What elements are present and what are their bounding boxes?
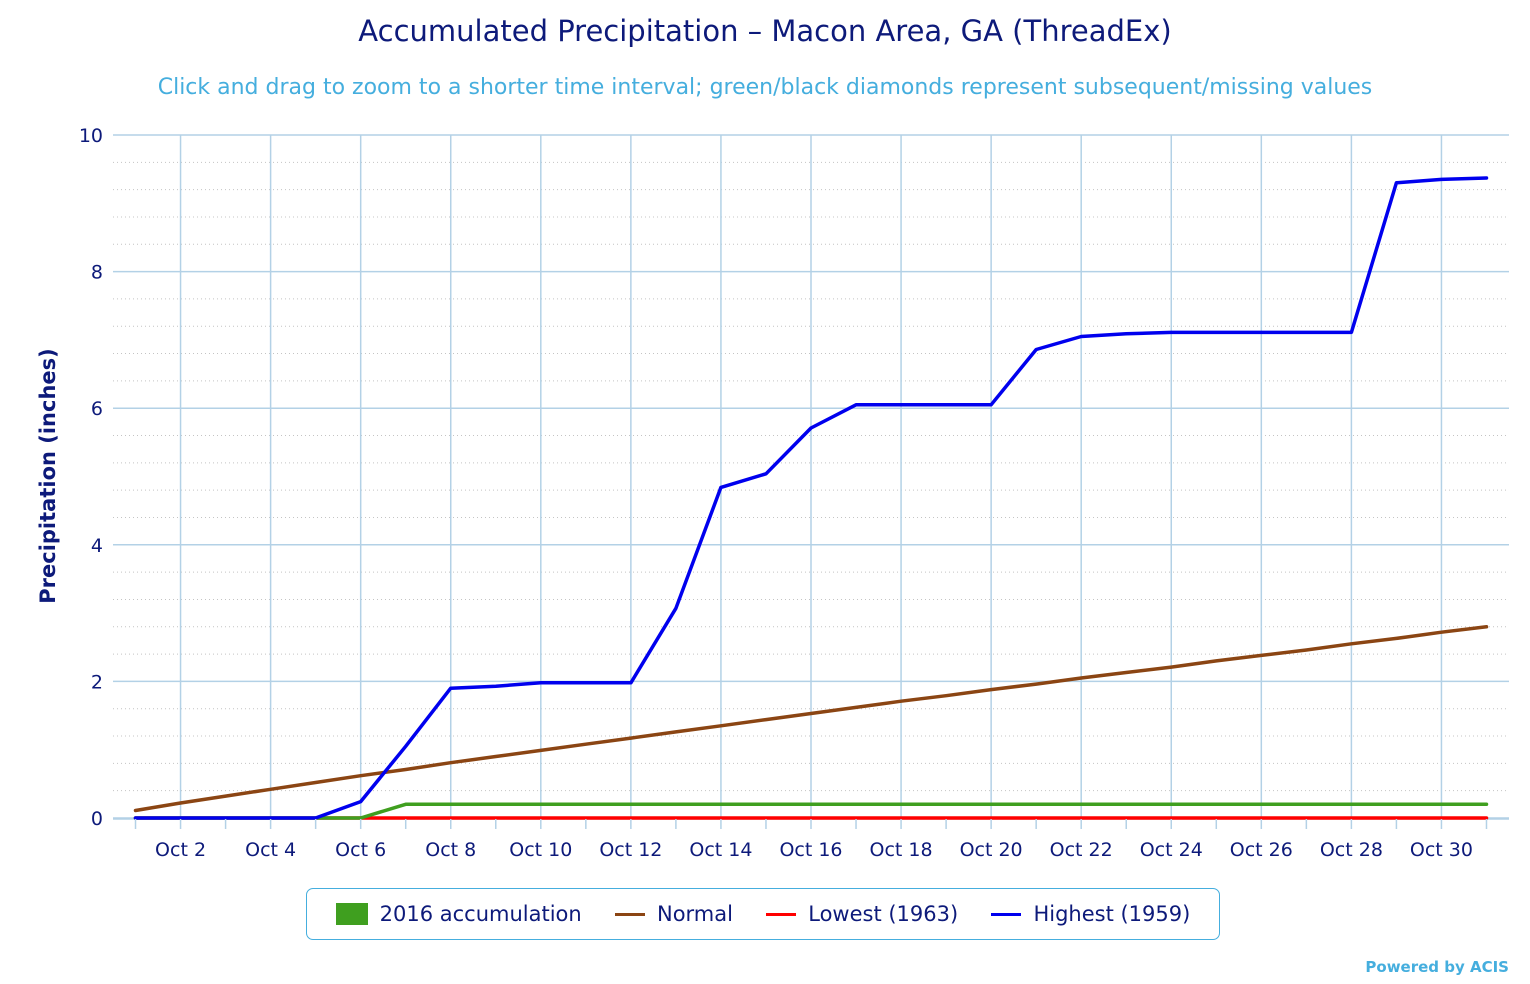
- legend-symbol: [335, 903, 368, 925]
- x-tick-label: Oct 26: [1230, 839, 1293, 861]
- x-tick-label: Oct 10: [509, 839, 572, 861]
- y-tick-label: 10: [79, 125, 103, 147]
- y-tick-label: 0: [91, 808, 103, 830]
- x-tick-label: Oct 18: [870, 839, 933, 861]
- legend-label: Normal: [656, 902, 733, 926]
- x-tick-label: Oct 28: [1320, 839, 1383, 861]
- legend-label: 2016 accumulation: [379, 902, 582, 926]
- legend: 2016 accumulation Normal Lowest (1963) High…: [306, 888, 1220, 940]
- series-line-normal[interactable]: [133, 625, 1489, 813]
- legend-item-lowest-1963[interactable]: Lowest (1963): [766, 902, 958, 926]
- legend-item-highest-1959[interactable]: Highest (1959): [991, 902, 1190, 926]
- x-tick-label: Oct 8: [425, 839, 476, 861]
- y-axis: 0 2 4 6 8 10: [79, 125, 103, 830]
- chart-subtitle: Click and drag to zoom to a shorter time…: [157, 75, 1373, 100]
- y-tick-label: 4: [91, 535, 103, 557]
- credit-link[interactable]: Powered by ACIS: [1365, 958, 1509, 976]
- series-line-2016-accumulation[interactable]: [133, 802, 1489, 820]
- y-tick-label: 6: [91, 398, 103, 420]
- y-tick-label: 8: [91, 262, 103, 284]
- x-tick-label: Oct 20: [960, 839, 1023, 861]
- x-axis: Oct 2 Oct 4 Oct 6 Oct 8 Oct 10 Oct 12 Oct 14 Oc…: [134, 819, 1488, 861]
- y-tick-label: 2: [91, 671, 103, 693]
- x-tick-label: Oct 22: [1050, 839, 1113, 861]
- grid-lines: [113, 134, 1509, 820]
- legend-symbol: [991, 912, 1022, 916]
- y-axis-title: Precipitation (inches): [36, 348, 60, 604]
- legend-label: Highest (1959): [1033, 902, 1191, 926]
- x-tick-label: Oct 14: [689, 839, 752, 861]
- legend-symbol: [614, 912, 645, 916]
- legend-label: Lowest (1963): [808, 902, 959, 926]
- chart-plot[interactable]: Oct 2 Oct 4 Oct 6 Oct 8 Oct 10 Oct 12 Oct 14 Oc…: [0, 0, 1530, 880]
- legend-symbol: [766, 912, 797, 916]
- chart-title: Accumulated Precipitation – Macon Area, …: [358, 14, 1172, 48]
- x-tick-label: Oct 6: [335, 839, 386, 861]
- legend-item-2016-accumulation[interactable]: 2016 accumulation: [335, 902, 582, 926]
- legend-item-normal[interactable]: Normal: [614, 902, 733, 926]
- series-layer: [133, 176, 1489, 820]
- x-tick-label: Oct 24: [1140, 839, 1203, 861]
- x-tick-label: Oct 2: [155, 839, 206, 861]
- x-tick-label: Oct 30: [1410, 839, 1473, 861]
- x-tick-label: Oct 4: [245, 839, 296, 861]
- x-tick-label: Oct 16: [779, 839, 842, 861]
- x-tick-label: Oct 12: [599, 839, 662, 861]
- series-line-highest-1959[interactable]: [133, 176, 1489, 820]
